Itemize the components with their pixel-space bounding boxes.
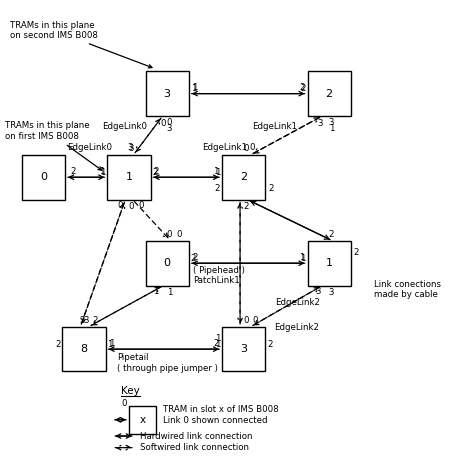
Text: EdgeLink1: EdgeLink1 bbox=[202, 143, 247, 151]
Text: 1: 1 bbox=[300, 254, 306, 263]
Text: 1: 1 bbox=[167, 288, 172, 296]
Text: 2: 2 bbox=[215, 184, 220, 193]
Text: Pipetail
( through pipe jumper ): Pipetail ( through pipe jumper ) bbox=[117, 353, 218, 373]
Text: 0: 0 bbox=[167, 230, 172, 240]
Text: 3: 3 bbox=[128, 144, 134, 153]
Text: Key: Key bbox=[121, 385, 140, 396]
Text: TRAM in slot x of IMS B008
Link 0 shown connected: TRAM in slot x of IMS B008 Link 0 shown … bbox=[163, 405, 278, 425]
Text: ( Pipehead )
PatchLink1: ( Pipehead ) PatchLink1 bbox=[193, 266, 245, 286]
Text: 1: 1 bbox=[329, 124, 334, 133]
Text: 2: 2 bbox=[71, 167, 76, 176]
Text: EdgeLink2: EdgeLink2 bbox=[275, 298, 320, 307]
Bar bbox=[62, 327, 105, 371]
Text: 1: 1 bbox=[125, 172, 132, 182]
Bar bbox=[222, 155, 265, 199]
Bar bbox=[107, 155, 151, 199]
Text: 0: 0 bbox=[164, 258, 171, 268]
Text: 2: 2 bbox=[354, 247, 360, 257]
Text: 0: 0 bbox=[243, 144, 249, 153]
Text: 2: 2 bbox=[299, 83, 305, 92]
Text: EdgeLink0: EdgeLink0 bbox=[67, 143, 112, 151]
Bar bbox=[146, 71, 189, 116]
Text: 2: 2 bbox=[192, 253, 197, 262]
Text: 2: 2 bbox=[243, 202, 249, 211]
Bar bbox=[22, 155, 65, 199]
Text: x: x bbox=[139, 415, 146, 425]
Text: 2: 2 bbox=[93, 316, 98, 325]
Text: 0: 0 bbox=[117, 201, 123, 210]
Text: 1: 1 bbox=[299, 253, 305, 262]
Text: 3: 3 bbox=[329, 288, 334, 296]
Text: 1: 1 bbox=[215, 168, 220, 177]
Bar bbox=[308, 71, 351, 116]
Bar bbox=[129, 406, 156, 434]
Text: 1: 1 bbox=[153, 287, 158, 296]
Bar bbox=[222, 327, 265, 371]
Text: 1: 1 bbox=[100, 168, 106, 177]
Text: 3: 3 bbox=[83, 316, 89, 325]
Text: 3: 3 bbox=[167, 124, 172, 133]
Text: 2: 2 bbox=[55, 340, 60, 349]
Text: Link conections
made by cable: Link conections made by cable bbox=[374, 280, 441, 299]
Text: 0: 0 bbox=[243, 316, 249, 325]
Text: 3: 3 bbox=[315, 287, 321, 296]
Text: TRAMs in this plane
on second IMS B008: TRAMs in this plane on second IMS B008 bbox=[10, 21, 152, 68]
Text: EdgeLink1: EdgeLink1 bbox=[252, 122, 297, 130]
Text: 2: 2 bbox=[326, 89, 333, 99]
Text: 2: 2 bbox=[300, 84, 306, 94]
Text: 3: 3 bbox=[79, 316, 84, 325]
Text: 1: 1 bbox=[107, 340, 113, 349]
Text: 1: 1 bbox=[99, 167, 104, 176]
Text: 0: 0 bbox=[249, 143, 255, 151]
Text: 1: 1 bbox=[109, 339, 114, 348]
Text: 0: 0 bbox=[252, 316, 258, 325]
Text: 3: 3 bbox=[127, 143, 133, 151]
Text: 0: 0 bbox=[40, 172, 47, 182]
Text: 2: 2 bbox=[153, 167, 159, 176]
Text: 0: 0 bbox=[160, 119, 165, 128]
Text: 2: 2 bbox=[267, 340, 273, 349]
Text: EdgeLink2: EdgeLink2 bbox=[274, 323, 319, 332]
Text: 0: 0 bbox=[122, 399, 127, 408]
Text: 0: 0 bbox=[138, 201, 143, 210]
Text: 0: 0 bbox=[176, 230, 182, 240]
Text: 1: 1 bbox=[215, 334, 220, 343]
Text: 3: 3 bbox=[164, 89, 171, 99]
Text: 1: 1 bbox=[192, 83, 197, 92]
Text: EdgeLink0: EdgeLink0 bbox=[102, 122, 147, 130]
Text: 2: 2 bbox=[329, 230, 334, 240]
Text: 0: 0 bbox=[167, 118, 172, 127]
Text: Hardwired link connection: Hardwired link connection bbox=[140, 432, 253, 440]
Text: 2: 2 bbox=[191, 254, 196, 263]
Bar bbox=[308, 241, 351, 286]
Text: 2: 2 bbox=[213, 339, 219, 348]
Text: 0: 0 bbox=[128, 202, 134, 211]
Text: 2: 2 bbox=[152, 168, 158, 177]
Text: Softwired link connection: Softwired link connection bbox=[140, 443, 249, 452]
Bar bbox=[146, 241, 189, 286]
Text: 1: 1 bbox=[326, 258, 333, 268]
Text: 1: 1 bbox=[213, 167, 219, 176]
Text: 3: 3 bbox=[240, 344, 247, 354]
Text: 3: 3 bbox=[329, 118, 334, 127]
Text: 3: 3 bbox=[317, 119, 323, 128]
Text: 8: 8 bbox=[80, 344, 87, 354]
Text: 1: 1 bbox=[191, 84, 196, 94]
Text: TRAMs in this plane
on first IMS B008: TRAMs in this plane on first IMS B008 bbox=[5, 122, 102, 170]
Text: 2: 2 bbox=[268, 184, 274, 193]
Text: 2: 2 bbox=[240, 172, 247, 182]
Text: 1: 1 bbox=[215, 340, 220, 349]
